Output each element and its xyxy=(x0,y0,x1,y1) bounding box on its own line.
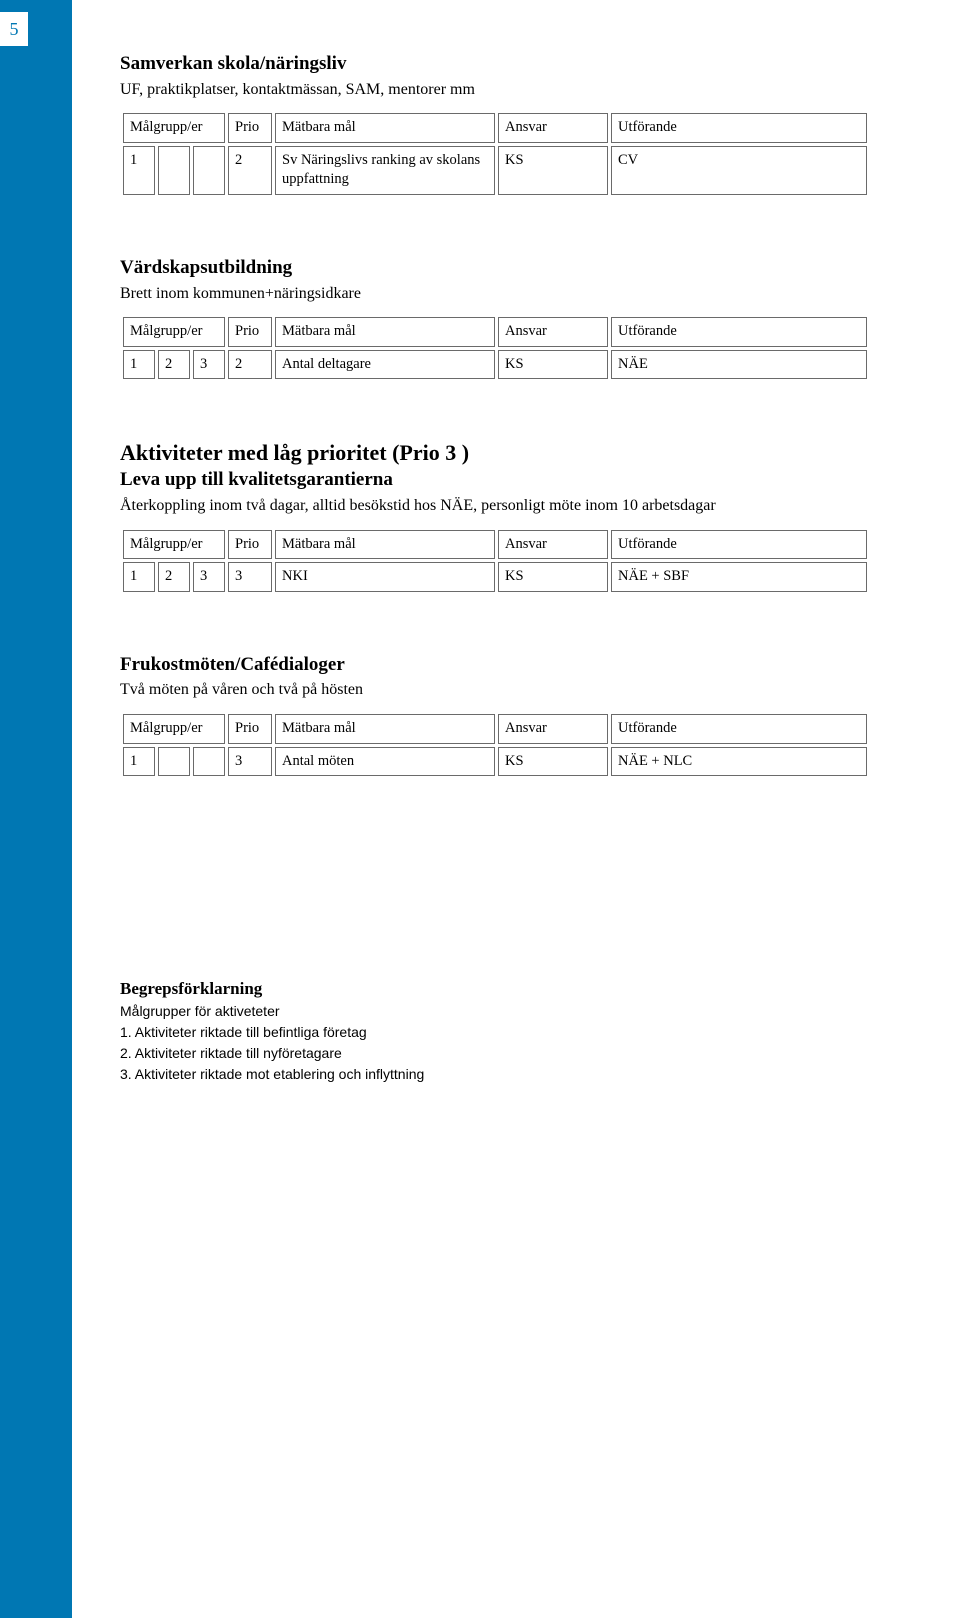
group-heading: Aktiviteter med låg prioritet (Prio 3 ) xyxy=(120,440,870,466)
table-header-row: Målgrupp/er Prio Mätbara mål Ansvar Utfö… xyxy=(123,530,867,560)
table-frukost: Målgrupp/er Prio Mätbara mål Ansvar Utfö… xyxy=(120,711,870,779)
header-matbara: Mätbara mål xyxy=(275,317,495,347)
cell-prio: 3 xyxy=(228,562,272,592)
section-subtitle: Återkoppling inom två dagar, alltid besö… xyxy=(120,495,870,517)
glossary: Begrepsförklarning Målgrupper för aktive… xyxy=(120,979,870,1085)
cell-mg3 xyxy=(193,146,225,195)
cell-mg1: 1 xyxy=(123,146,155,195)
cell-ansvar: KS xyxy=(498,562,608,592)
header-ansvar: Ansvar xyxy=(498,113,608,143)
cell-mg3 xyxy=(193,747,225,777)
section-samverkan: Samverkan skola/näringsliv UF, praktikpl… xyxy=(120,52,870,198)
content: Samverkan skola/näringsliv UF, praktikpl… xyxy=(72,0,960,1618)
cell-mg1: 1 xyxy=(123,747,155,777)
section-lag-prio: Aktiviteter med låg prioritet (Prio 3 ) … xyxy=(120,440,870,594)
section-title: Frukostmöten/Cafédialoger xyxy=(120,653,870,678)
section-subtitle: UF, praktikplatser, kontaktmässan, SAM, … xyxy=(120,79,870,101)
table-header-row: Målgrupp/er Prio Mätbara mål Ansvar Utfö… xyxy=(123,317,867,347)
table-row: 1 2 3 2 Antal deltagare KS NÄE xyxy=(123,350,867,380)
header-ansvar: Ansvar xyxy=(498,714,608,744)
page-number: 5 xyxy=(0,12,28,46)
glossary-sub: Målgrupper för aktiveteter xyxy=(120,1001,870,1022)
table-header-row: Målgrupp/er Prio Mätbara mål Ansvar Utfö… xyxy=(123,714,867,744)
cell-mg1: 1 xyxy=(123,350,155,380)
page: 5 Samverkan skola/näringsliv UF, praktik… xyxy=(0,0,960,1618)
cell-mg2: 2 xyxy=(158,562,190,592)
glossary-item: 1. Aktiviteter riktade till befintliga f… xyxy=(120,1022,870,1043)
header-prio: Prio xyxy=(228,530,272,560)
header-ansvar: Ansvar xyxy=(498,317,608,347)
header-utforande: Utförande xyxy=(611,113,867,143)
cell-prio: 3 xyxy=(228,747,272,777)
glossary-item: 2. Aktiviteter riktade till nyföretagare xyxy=(120,1043,870,1064)
cell-mg2 xyxy=(158,747,190,777)
cell-ansvar: KS xyxy=(498,146,608,195)
header-prio: Prio xyxy=(228,714,272,744)
glossary-title: Begrepsförklarning xyxy=(120,979,870,999)
cell-mg3: 3 xyxy=(193,350,225,380)
cell-prio: 2 xyxy=(228,350,272,380)
cell-mg2 xyxy=(158,146,190,195)
cell-prio: 2 xyxy=(228,146,272,195)
header-prio: Prio xyxy=(228,317,272,347)
section-title: Leva upp till kvalitetsgarantierna xyxy=(120,468,870,493)
cell-utforande: NÄE + SBF xyxy=(611,562,867,592)
section-vardskap: Värdskapsutbildning Brett inom kommunen+… xyxy=(120,256,870,382)
header-matbara: Mätbara mål xyxy=(275,113,495,143)
header-utforande: Utförande xyxy=(611,714,867,744)
header-malgrupp: Målgrupp/er xyxy=(123,317,225,347)
header-malgrupp: Målgrupp/er xyxy=(123,530,225,560)
cell-matbara: Sv Näringslivs ranking av skolans uppfat… xyxy=(275,146,495,195)
header-matbara: Mätbara mål xyxy=(275,530,495,560)
cell-ansvar: KS xyxy=(498,350,608,380)
header-malgrupp: Målgrupp/er xyxy=(123,714,225,744)
cell-matbara: Antal deltagare xyxy=(275,350,495,380)
table-vardskap: Målgrupp/er Prio Mätbara mål Ansvar Utfö… xyxy=(120,314,870,382)
section-title: Värdskapsutbildning xyxy=(120,256,870,281)
cell-ansvar: KS xyxy=(498,747,608,777)
table-row: 1 2 Sv Näringslivs ranking av skolans up… xyxy=(123,146,867,195)
table-header-row: Målgrupp/er Prio Mätbara mål Ansvar Utfö… xyxy=(123,113,867,143)
section-subtitle: Brett inom kommunen+näringsidkare xyxy=(120,283,870,305)
cell-matbara: Antal möten xyxy=(275,747,495,777)
header-utforande: Utförande xyxy=(611,317,867,347)
cell-matbara: NKI xyxy=(275,562,495,592)
table-samverkan: Målgrupp/er Prio Mätbara mål Ansvar Utfö… xyxy=(120,110,870,198)
section-frukost: Frukostmöten/Cafédialoger Två möten på v… xyxy=(120,653,870,779)
glossary-item: 3. Aktiviteter riktade mot etablering oc… xyxy=(120,1064,870,1085)
header-malgrupp: Målgrupp/er xyxy=(123,113,225,143)
section-subtitle: Två möten på våren och två på hösten xyxy=(120,679,870,701)
cell-mg2: 2 xyxy=(158,350,190,380)
cell-mg1: 1 xyxy=(123,562,155,592)
header-prio: Prio xyxy=(228,113,272,143)
cell-utforande: NÄE + NLC xyxy=(611,747,867,777)
header-ansvar: Ansvar xyxy=(498,530,608,560)
cell-mg3: 3 xyxy=(193,562,225,592)
header-utforande: Utförande xyxy=(611,530,867,560)
cell-utforande: NÄE xyxy=(611,350,867,380)
section-title: Samverkan skola/näringsliv xyxy=(120,52,870,77)
header-matbara: Mätbara mål xyxy=(275,714,495,744)
sidebar: 5 xyxy=(0,0,72,1618)
table-row: 1 2 3 3 NKI KS NÄE + SBF xyxy=(123,562,867,592)
table-kvalitet: Målgrupp/er Prio Mätbara mål Ansvar Utfö… xyxy=(120,527,870,595)
cell-utforande: CV xyxy=(611,146,867,195)
table-row: 1 3 Antal möten KS NÄE + NLC xyxy=(123,747,867,777)
